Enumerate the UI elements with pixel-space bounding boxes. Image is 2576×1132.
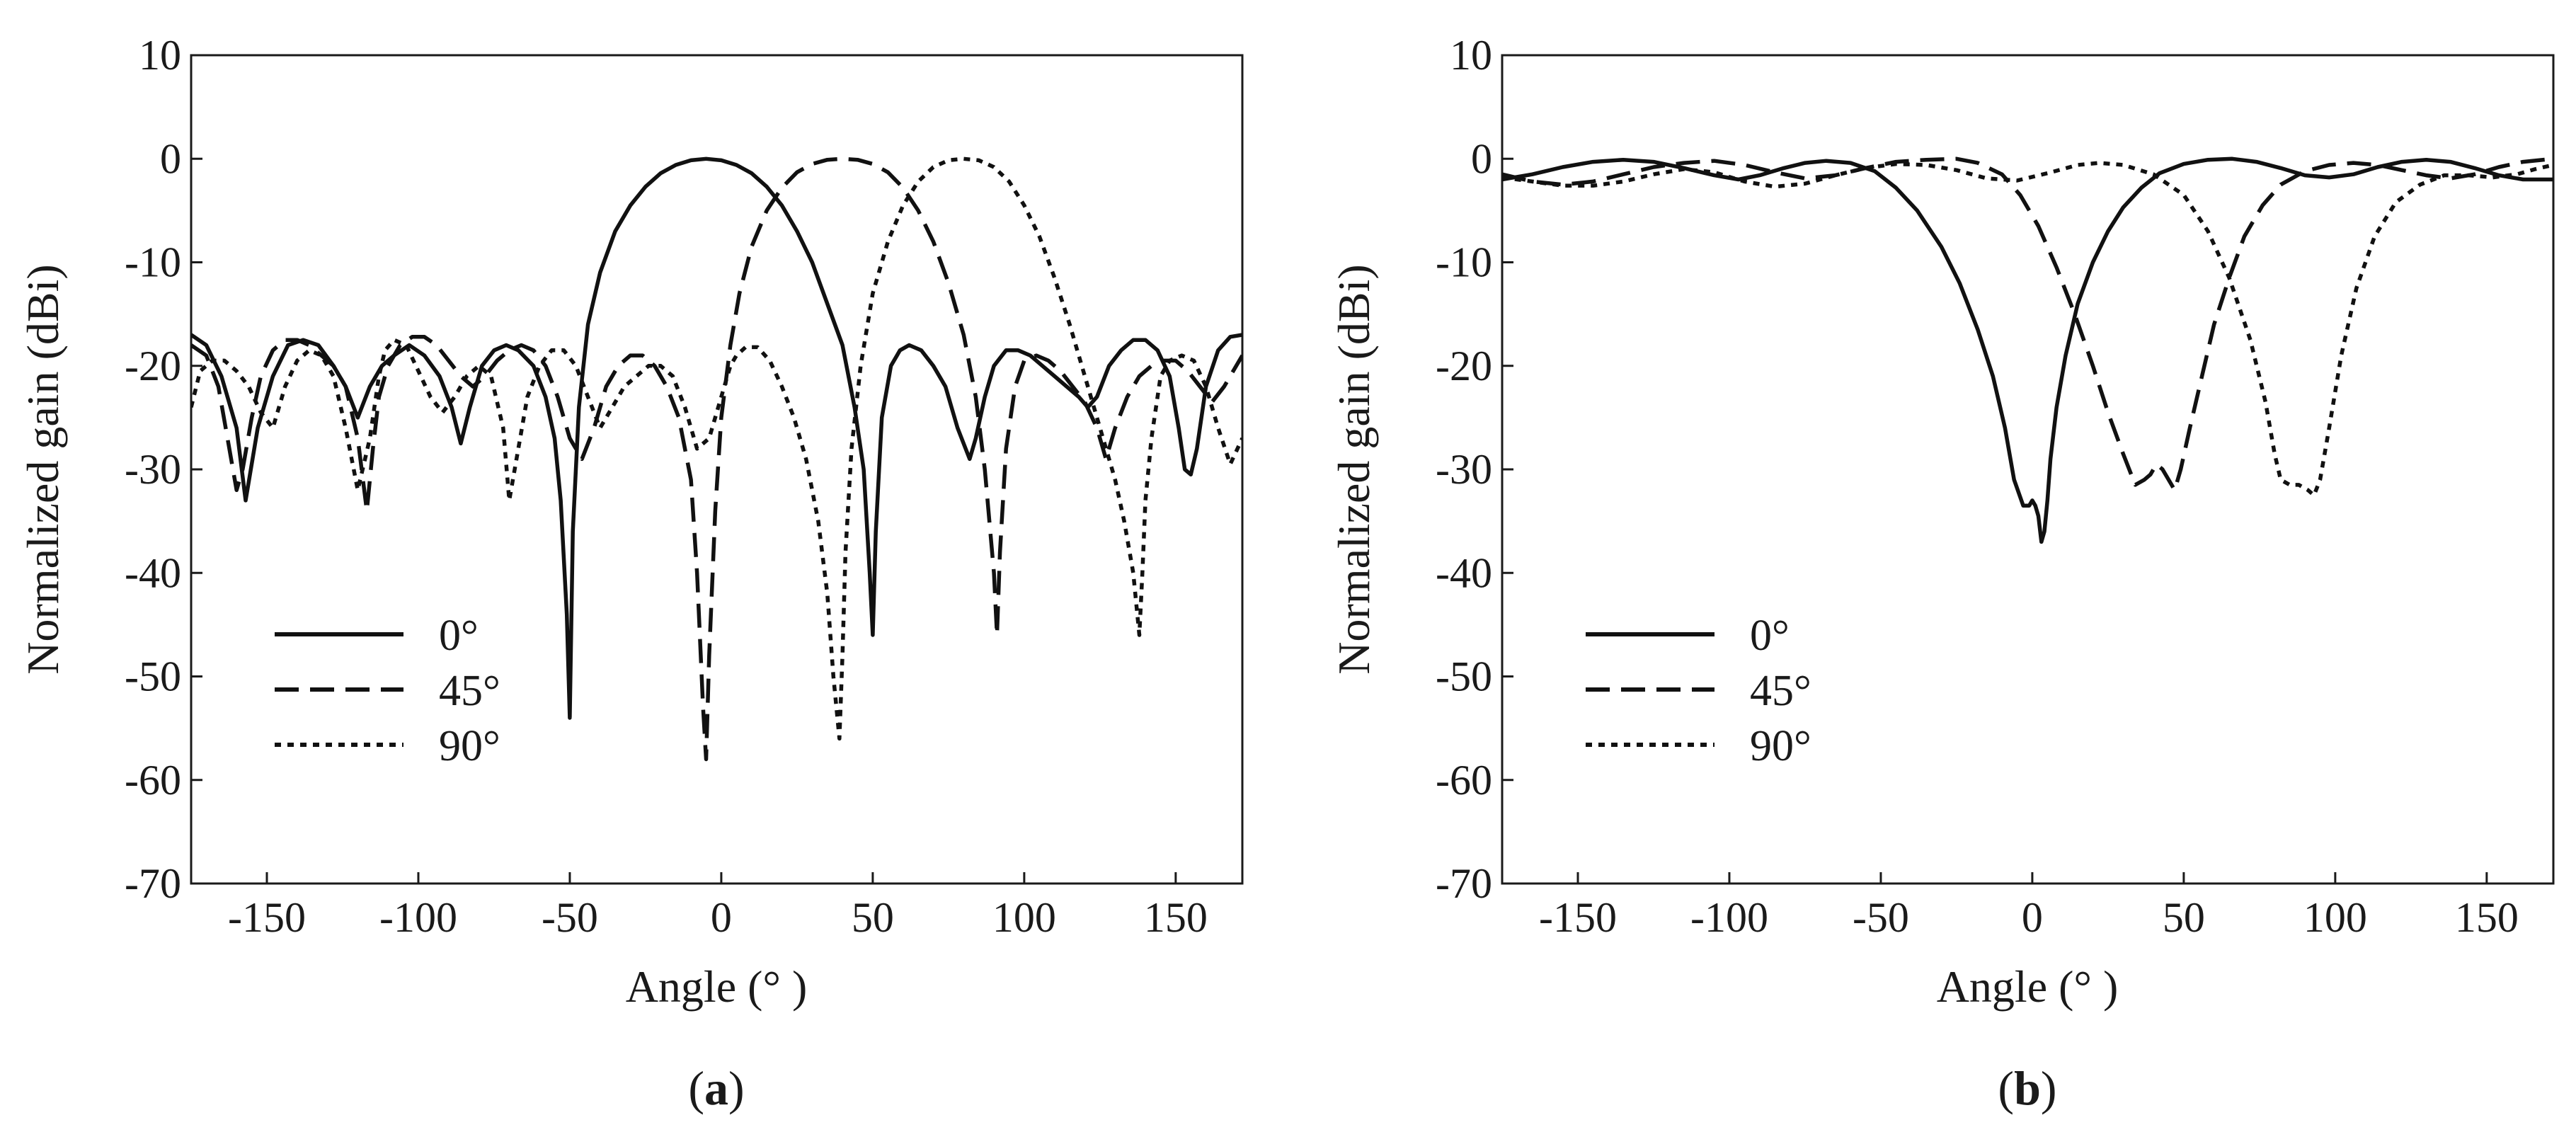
y-tick-label-a: -20 (125, 343, 181, 389)
y-axis-label-a: Normalized gain (dBi) (18, 264, 68, 674)
y-tick-label-a: 0 (160, 135, 181, 182)
panel-label-letter-a: a (704, 1061, 728, 1115)
x-tick-label-b: -50 (1853, 894, 1909, 941)
x-tick-label-a: 50 (852, 894, 894, 941)
y-tick-label-b: -50 (1436, 653, 1492, 700)
y-tick-label-b: -60 (1436, 757, 1492, 804)
x-tick-label-a: 150 (1144, 894, 1208, 941)
legend-label-b: 0° (1750, 612, 1790, 660)
x-tick-label-a: -150 (228, 894, 306, 941)
series-line-b-solid (1502, 156, 2553, 544)
y-tick-label-a: -70 (125, 860, 181, 907)
x-tick-label-a: 100 (992, 894, 1056, 941)
y-tick-label-a: -50 (125, 653, 181, 700)
panel-label-a: (a) (688, 1061, 744, 1115)
series-lines-a (191, 156, 1242, 762)
y-tick-label-a: -60 (125, 757, 181, 804)
panel-label-open-a: ( (688, 1061, 704, 1115)
series-line-b-dotted (1502, 161, 2553, 498)
panel-label-open-b: ( (1998, 1061, 2014, 1115)
series-line-a-dashed (191, 156, 1242, 762)
y-tick-label-b: -20 (1436, 343, 1492, 389)
x-tick-label-a: 0 (711, 894, 732, 941)
x-axis-b: -150 -100 -50 0 50 100 150 (1539, 872, 2519, 941)
legend-label-a: 90° (439, 722, 500, 770)
series-line-a-dotted (191, 156, 1242, 741)
x-axis-label-b: Angle (° ) (1937, 961, 2119, 1012)
y-axis-a: 10 0 -10 -20 -30 -40 -50 -60 -70 (125, 32, 202, 907)
x-tick-label-b: -150 (1539, 894, 1617, 941)
panel-label-b: (b) (1998, 1061, 2056, 1115)
x-tick-label-b: 100 (2303, 894, 2367, 941)
x-tick-label-b: 50 (2163, 894, 2205, 941)
panel-label-close-a: ) (728, 1061, 745, 1115)
y-tick-label-b: 0 (1471, 135, 1492, 182)
x-tick-label-a: -50 (542, 894, 598, 941)
x-tick-label-b: -100 (1690, 894, 1768, 941)
legend-label-b: 45° (1750, 667, 1811, 715)
chart-panel-a: 100-10-20-30-40-50-60-70 -150 -100 -50 0 50 1… (18, 32, 1244, 1115)
y-tick-label-a: -30 (125, 446, 181, 493)
legend-label-a: 45° (439, 667, 500, 715)
y-tick-label-a: -40 (125, 549, 181, 596)
legend-label-b: 90° (1750, 722, 1811, 770)
y-tick-label-b: -30 (1436, 446, 1492, 493)
x-tick-label-a: -100 (379, 894, 457, 941)
y-tick-label-b: -70 (1436, 860, 1492, 907)
y-axis-label-b: Normalized gain (dBi) (1329, 264, 1379, 674)
chart-panel-b: 100-10-20-30-40-50-60-70 -150 -100 -50 0 50 1… (1329, 32, 2555, 1115)
y-tick-label-b: -40 (1436, 549, 1492, 596)
x-tick-label-b: 0 (2022, 894, 2043, 941)
y-tick-label-b: 10 (1450, 32, 1492, 79)
series-lines-b (1502, 156, 2553, 544)
x-axis-label-a: Angle (° ) (626, 961, 808, 1012)
series-line-b-dashed (1502, 156, 2553, 493)
x-tick-label-b: 150 (2455, 894, 2519, 941)
legend-label-a: 0° (439, 612, 479, 660)
x-axis-a: -150 -100 -50 0 50 100 150 (228, 872, 1208, 941)
legend-b: 0° 45° 90° (1586, 612, 1811, 770)
y-axis-b: 10 0 -10 -20 -30 -40 -50 -60 -70 (1436, 32, 1513, 907)
panel-label-letter-b: b (2014, 1061, 2041, 1115)
legend-a: 0° 45° 90° (275, 612, 500, 770)
y-tick-label-b: -10 (1436, 239, 1492, 286)
panel-label-close-b: ) (2041, 1061, 2057, 1115)
y-tick-label-a: 10 (139, 32, 181, 79)
y-tick-label-a: -10 (125, 239, 181, 286)
